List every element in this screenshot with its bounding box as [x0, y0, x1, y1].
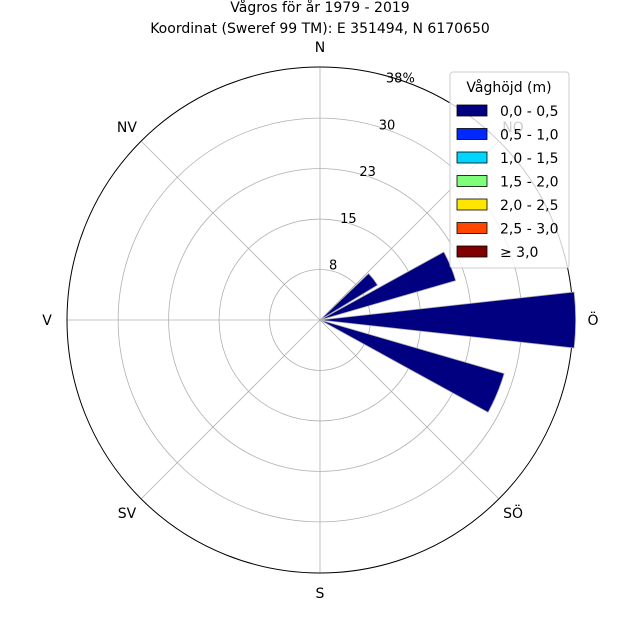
legend-swatch-3 — [456, 175, 488, 187]
legend-label-0: 0,0 - 0,5 — [500, 104, 558, 120]
chart-subtitle: Koordinat (Sweref 99 TM): E 351494, N 61… — [150, 21, 490, 37]
legend-swatch-4 — [456, 198, 488, 211]
direction-label-v: V — [42, 313, 52, 329]
radial-tick-5: 38% — [386, 71, 415, 86]
grid-spoke-sö — [319, 319, 500, 500]
legend-entries: 0,0 - 0,5 0,5 - 1,0 1,0 - 1,5 1,5 - 2,0 2,0 … — [456, 104, 558, 261]
legend-swatch-2 — [456, 151, 488, 164]
legend-box — [449, 71, 570, 269]
legend-label-5: 2,5 - 3,0 — [500, 222, 558, 238]
legend-label-6: ≥ 3,0 — [500, 245, 538, 261]
legend-swatch-1 — [456, 128, 488, 140]
legend-label-1: 0,5 - 1,0 — [500, 128, 558, 144]
legend-swatch-6 — [456, 245, 488, 258]
chart-title: Vågros för år 1979 - 2019 — [230, 0, 409, 16]
legend-label-3: 1,5 - 2,0 — [500, 175, 558, 191]
direction-label-nv: NV — [117, 120, 137, 136]
grid-spoke-nv — [140, 140, 321, 321]
radial-tick-4: 30 — [379, 119, 396, 134]
legend-label-2: 1,0 - 1,5 — [500, 151, 558, 167]
bars — [319, 251, 577, 413]
bar-52.5-class-0 — [319, 272, 379, 321]
direction-label-s: S — [316, 586, 325, 602]
legend-title: Våghöjd (m) — [466, 79, 551, 96]
bar-90-class-0 — [319, 291, 577, 349]
legend: Våghöjd (m) 0,0 - 0,5 0,5 - 1,0 1,0 - 1,5 1… — [449, 71, 570, 269]
grid-spoke-sv — [140, 319, 321, 500]
radial-tick-2: 15 — [340, 212, 357, 227]
radial-tick-3: 23 — [359, 165, 376, 180]
radial-tick-labels: 8 15 23 30 38% — [329, 71, 415, 273]
direction-label-sv: SV — [118, 506, 137, 522]
legend-swatch-5 — [456, 222, 488, 234]
direction-label-n: N — [315, 40, 325, 56]
radial-tick-1: 8 — [329, 258, 337, 273]
bar-112.5-class-0 — [319, 319, 505, 413]
legend-swatch-0 — [456, 104, 488, 117]
direction-label-sö: SÖ — [503, 504, 523, 522]
direction-label-ö: Ö — [587, 311, 598, 329]
legend-label-4: 2,0 - 2,5 — [500, 198, 558, 214]
